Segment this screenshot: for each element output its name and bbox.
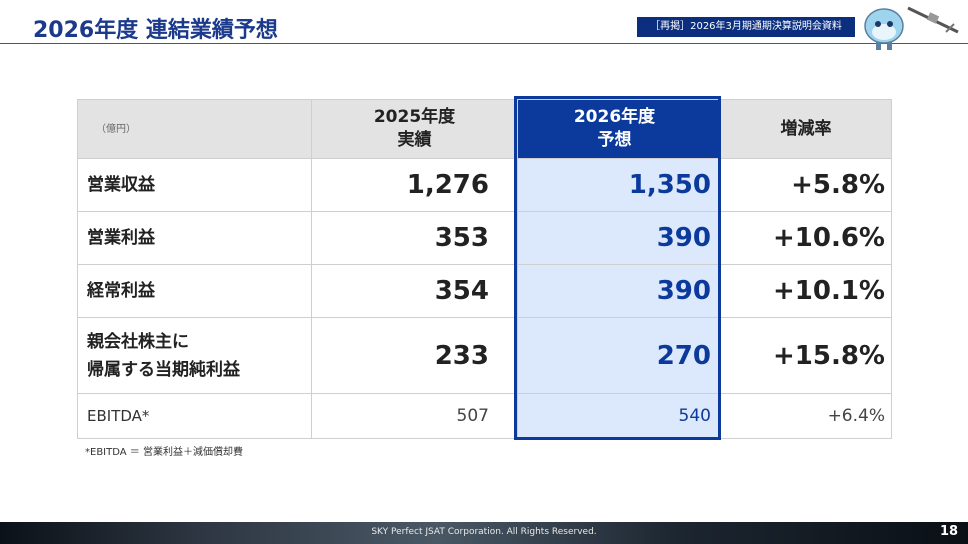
row-label-cell: 営業利益 (77, 211, 312, 265)
header-text: 予想 (597, 130, 632, 150)
row-label-cell: EBITDA* (77, 393, 312, 439)
value-cell: 1,276 (311, 158, 518, 212)
row-label-cell: 経常利益 (77, 264, 312, 318)
forecast-highlight (514, 96, 721, 440)
forecast-cell: 1,350 (517, 158, 721, 212)
row-label: 親会社株主に (87, 331, 189, 352)
row-label: 営業利益 (87, 228, 155, 248)
value-cell: 353 (311, 211, 518, 265)
change-cell: +15.8% (720, 317, 892, 394)
header-text: 2026年度 (573, 107, 656, 127)
header-cell: 増減率 (720, 99, 892, 159)
table-row: 経常利益 354 390 +10.1% (77, 264, 892, 318)
table-row: 営業収益 1,276 1,350 +5.8% (77, 158, 892, 212)
value-cell: 233 (311, 317, 518, 394)
forecast-cell: 390 (517, 211, 721, 265)
table-row: 営業利益 353 390 +10.6% (77, 211, 892, 265)
forecast-cell: 390 (517, 264, 721, 318)
row-label-cell: 親会社株主に帰属する当期純利益 (77, 317, 312, 394)
table-row: EBITDA* 507 540 +6.4% (77, 393, 892, 439)
table-row: 親会社株主に 帰属する当期純利益 233 270 +15.8% (77, 317, 892, 394)
change-cell: +10.6% (720, 211, 892, 265)
row-label: EBITDA* (87, 407, 150, 425)
value-cell: 507 (311, 393, 518, 439)
value-cell: 354 (311, 264, 518, 318)
forecast-cell: 270 (517, 317, 721, 394)
row-label: 帰属する当期純利益 (87, 359, 240, 380)
unit: （億円） (96, 123, 136, 135)
change-cell: +10.1% (720, 264, 892, 318)
title-rule (0, 43, 968, 44)
header-cell: 2026年度 予想 (517, 99, 721, 159)
footnote: *EBITDA ＝ 営業利益＋減価償却費 (85, 447, 243, 458)
slide-title: 2026年度 連結業績予想 (33, 18, 278, 43)
header-row: （億円） 2025年度 実績 2026年度 予想 増減率 (77, 99, 892, 159)
header-text: 実績 (397, 130, 432, 150)
row-label-cell: 営業収益 (77, 158, 312, 212)
forecast-cell: 540 (517, 393, 721, 439)
copyright: SKY Perfect JSAT Corporation. All Rights… (371, 527, 597, 537)
footer-band (0, 522, 968, 544)
unit-cell: （億円） (77, 99, 312, 159)
badge: ［再掲］2026年3月期通期決算説明会資料 (637, 17, 855, 37)
row-label: 営業収益 (87, 175, 155, 195)
row-label: 経常利益 (87, 281, 155, 301)
change-cell: +5.8% (720, 158, 892, 212)
forecast-table: （億円） 2025年度 実績 2026年度 予想 増減率 営業収益 1,276 1,35… (77, 99, 892, 439)
page-number: 18 (940, 524, 959, 539)
header-text: 増減率 (780, 118, 832, 139)
header-cell: 2025年度 実績 (311, 99, 518, 159)
header-text: 2025年度 (373, 107, 456, 127)
change-cell: +6.4% (720, 393, 892, 439)
mascot (864, 6, 959, 50)
